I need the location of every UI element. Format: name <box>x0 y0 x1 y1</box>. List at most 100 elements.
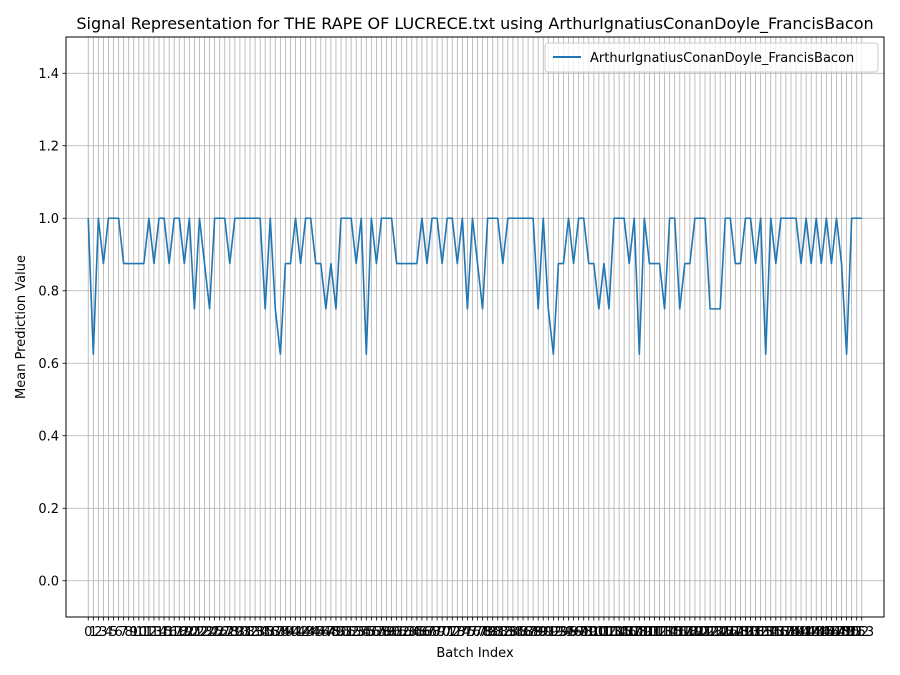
data-point <box>335 308 337 310</box>
x-tick-label: 142 <box>794 625 819 640</box>
data-point <box>679 308 681 310</box>
x-tick-label: 85 <box>510 625 527 640</box>
x-tick-label: 36 <box>262 625 279 640</box>
x-tick-label: 7 <box>119 625 127 640</box>
x-tick-label: 35 <box>257 625 274 640</box>
x-axis-label: Batch Index <box>436 646 514 661</box>
data-point <box>269 217 271 219</box>
x-tick-label: 1 <box>89 625 97 640</box>
data-point <box>300 263 302 265</box>
data-point <box>421 217 423 219</box>
x-tick-label: 152 <box>844 625 869 640</box>
x-tick-label: 144 <box>804 625 829 640</box>
plot-frame <box>65 36 885 618</box>
data-point <box>103 263 105 265</box>
x-tick-label: 46 <box>313 625 330 640</box>
data-point <box>446 217 448 219</box>
x-tick-label: 98 <box>575 625 592 640</box>
data-point <box>805 217 807 219</box>
x-tick-label: 20 <box>181 625 198 640</box>
x-tick-label: 57 <box>368 625 385 640</box>
x-tick-label: 23 <box>196 625 213 640</box>
x-tick-label: 104 <box>602 625 627 640</box>
data-point <box>123 263 125 265</box>
data-point <box>821 263 823 265</box>
data-point <box>290 263 292 265</box>
data-point <box>684 263 686 265</box>
data-point <box>376 263 378 265</box>
x-tick-label: 21 <box>186 625 203 640</box>
data-point <box>320 263 322 265</box>
x-tick-label: 41 <box>287 625 304 640</box>
x-tick-label: 10 <box>131 625 148 640</box>
x-tick-label: 75 <box>459 625 476 640</box>
data-point <box>244 217 246 219</box>
data-point <box>628 263 630 265</box>
x-tick-label: 103 <box>597 625 622 640</box>
data-point <box>113 217 115 219</box>
x-tick-label: 112 <box>642 625 667 640</box>
x-tick-label: 106 <box>612 625 637 640</box>
data-point <box>775 263 777 265</box>
x-tick-label: 49 <box>328 625 345 640</box>
data-point <box>184 263 186 265</box>
x-tick-label: 13 <box>146 625 163 640</box>
x-tick-label: 131 <box>738 625 763 640</box>
data-point <box>548 308 550 310</box>
data-point <box>633 217 635 219</box>
x-tick-label: 89 <box>530 625 547 640</box>
data-point <box>178 217 180 219</box>
data-point <box>406 263 408 265</box>
x-tick-label: 137 <box>768 625 793 640</box>
data-point <box>128 263 130 265</box>
data-point <box>163 217 165 219</box>
x-tick-label: 138 <box>774 625 799 640</box>
data-point <box>396 263 398 265</box>
x-tick-label: 38 <box>272 625 289 640</box>
x-tick-label: 81 <box>489 625 506 640</box>
data-point <box>259 217 261 219</box>
x-tick-label: 76 <box>464 625 481 640</box>
data-point <box>800 263 802 265</box>
data-point <box>229 263 231 265</box>
x-tick-label: 151 <box>839 625 864 640</box>
data-point <box>664 308 666 310</box>
data-point <box>694 217 696 219</box>
data-point <box>724 217 726 219</box>
x-tick-label: 55 <box>358 625 375 640</box>
data-point <box>669 217 671 219</box>
data-point <box>143 263 145 265</box>
data-point <box>153 263 155 265</box>
data-point <box>522 217 524 219</box>
x-tick-label: 39 <box>277 625 294 640</box>
data-point <box>148 217 150 219</box>
x-tick-label: 12 <box>141 625 158 640</box>
x-tick-label: 107 <box>617 625 642 640</box>
x-tick-label: 34 <box>252 625 269 640</box>
x-axis-ticks: 0123456789101112131415161718192021222324… <box>84 617 874 640</box>
data-point <box>851 217 853 219</box>
data-point <box>350 217 352 219</box>
x-tick-label: 47 <box>318 625 335 640</box>
x-tick-label: 45 <box>307 625 324 640</box>
data-point <box>618 217 620 219</box>
x-tick-label: 92 <box>545 625 562 640</box>
x-tick-label: 26 <box>211 625 228 640</box>
data-point <box>194 308 196 310</box>
data-point <box>431 217 433 219</box>
y-tick-label: 1.0 <box>38 212 59 227</box>
data-point <box>285 263 287 265</box>
y-tick-label: 0.8 <box>38 284 59 299</box>
data-point <box>598 308 600 310</box>
data-point <box>275 308 277 310</box>
x-tick-label: 2 <box>94 625 102 640</box>
x-tick-label: 91 <box>540 625 557 640</box>
data-point <box>649 263 651 265</box>
data-point <box>790 217 792 219</box>
x-tick-label: 11 <box>136 625 153 640</box>
data-point <box>295 217 297 219</box>
data-point <box>512 217 514 219</box>
x-tick-label: 65 <box>409 625 426 640</box>
data-point <box>765 353 767 355</box>
